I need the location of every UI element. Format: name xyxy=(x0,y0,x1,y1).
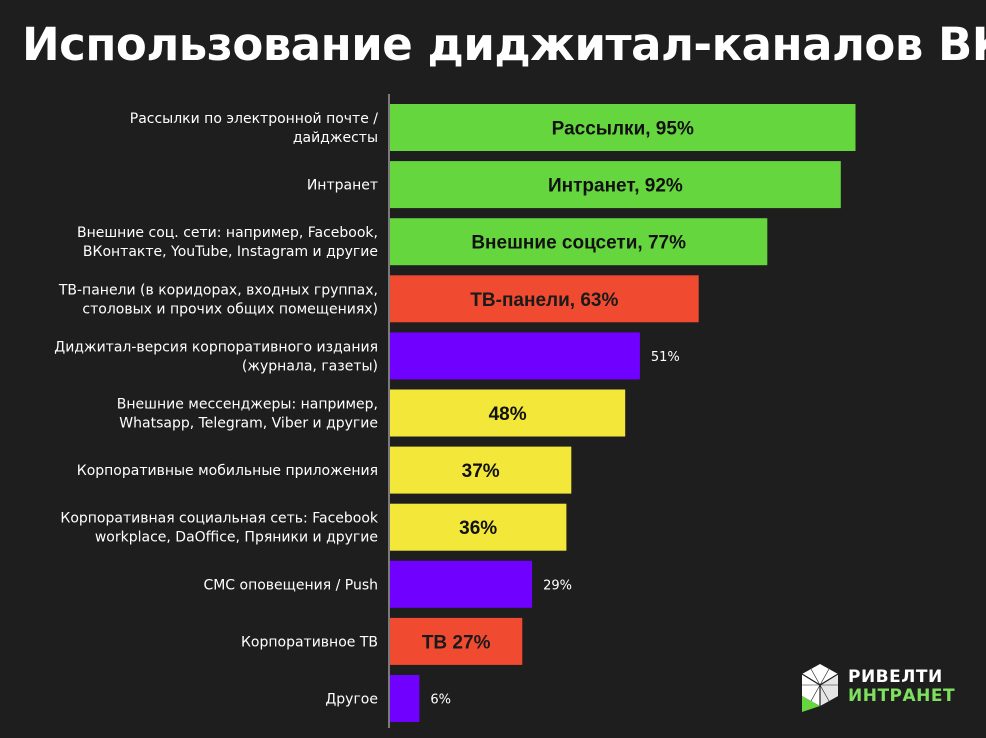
category-label-line: Рассылки по электронной почте / xyxy=(130,111,379,127)
category-label: СМС оповещения / Push xyxy=(203,577,378,593)
category-label-line: (журнала, газеты) xyxy=(242,358,378,374)
category-label-line: Диджитал-версия корпоративного издания xyxy=(54,339,378,355)
bar-8 xyxy=(390,503,567,551)
data-label: 37% xyxy=(462,461,500,482)
brand-logo: РИВЕЛТИ ИНТРАНЕТ xyxy=(800,662,960,718)
bar-2 xyxy=(390,161,841,209)
data-label: ТВ-панели, 63% xyxy=(470,290,618,311)
category-label: Другое xyxy=(325,692,378,708)
category-label: Корпоративные мобильные приложения xyxy=(77,463,378,479)
category-label-line: Внешние мессенджеры: например, xyxy=(117,397,378,413)
category-label: Диджитал-версия корпоративного издания (ж… xyxy=(54,339,378,374)
cube-logo-icon xyxy=(801,664,839,712)
chart-title: Использование диджитал-каналов ВК xyxy=(22,18,986,71)
category-label: ТВ-панели (в коридорах, входных группах,… xyxy=(58,282,378,317)
logo-text: РИВЕЛТИ ИНТРАНЕТ xyxy=(848,668,955,706)
logo-line1: РИВЕЛТИ xyxy=(848,667,943,687)
data-label: Внешние соцсети, 77% xyxy=(471,233,686,254)
category-label: Рассылки по электронной почте / дайджесты xyxy=(130,111,379,146)
category-label: Корпоративная социальная сеть: Facebook w… xyxy=(60,511,379,546)
category-label-line: столовых и прочих общих помещениях) xyxy=(82,301,378,317)
bar-7 xyxy=(390,446,572,494)
category-label-line: Другое xyxy=(325,692,378,708)
category-label-line: Внешние соц. сети: например, Facebook, xyxy=(77,225,378,241)
data-label: 29% xyxy=(543,578,572,593)
category-label-line: Интранет xyxy=(307,178,378,194)
data-label: ТВ 27% xyxy=(422,632,491,653)
category-label: Интранет xyxy=(307,178,378,194)
category-label-line: ВКонтакте, YouTube, Instagram и другие xyxy=(83,244,378,260)
bar-5 xyxy=(390,332,640,380)
category-label-line: СМС оповещения / Push xyxy=(203,577,378,593)
category-label: Внешние мессенджеры: например, Whatsapp, … xyxy=(117,397,378,432)
category-label: Корпоративное ТВ xyxy=(241,634,378,650)
bar-10 xyxy=(390,617,523,665)
logo-line2: ИНТРАНЕТ xyxy=(848,686,956,706)
data-label: 48% xyxy=(489,404,527,425)
bar-4 xyxy=(390,275,699,323)
category-label-line: workplace, DaOffice, Пряники и другие xyxy=(95,530,378,546)
bar-6 xyxy=(390,389,626,437)
data-label: Рассылки, 95% xyxy=(552,119,694,140)
data-label: 51% xyxy=(651,350,680,365)
category-label-line: Корпоративное ТВ xyxy=(241,634,378,650)
category-label-line: ТВ-панели (в коридорах, входных группах, xyxy=(58,282,378,298)
bar-11 xyxy=(390,675,420,722)
data-label: 36% xyxy=(459,518,497,539)
category-label-line: Whatsapp, Telegram, Viber и другие xyxy=(119,416,378,432)
bar-3 xyxy=(390,218,768,266)
category-label-line: Корпоративная социальная сеть: Facebook xyxy=(60,511,379,527)
bar-1 xyxy=(390,104,856,151)
bar-9 xyxy=(390,560,533,608)
category-label: Внешние соц. сети: например, Facebook, ВК… xyxy=(77,225,378,260)
data-label: 6% xyxy=(430,693,451,708)
category-label-line: Корпоративные мобильные приложения xyxy=(77,463,378,479)
category-label-line: дайджесты xyxy=(293,130,378,146)
data-label: Интранет, 92% xyxy=(548,176,683,197)
